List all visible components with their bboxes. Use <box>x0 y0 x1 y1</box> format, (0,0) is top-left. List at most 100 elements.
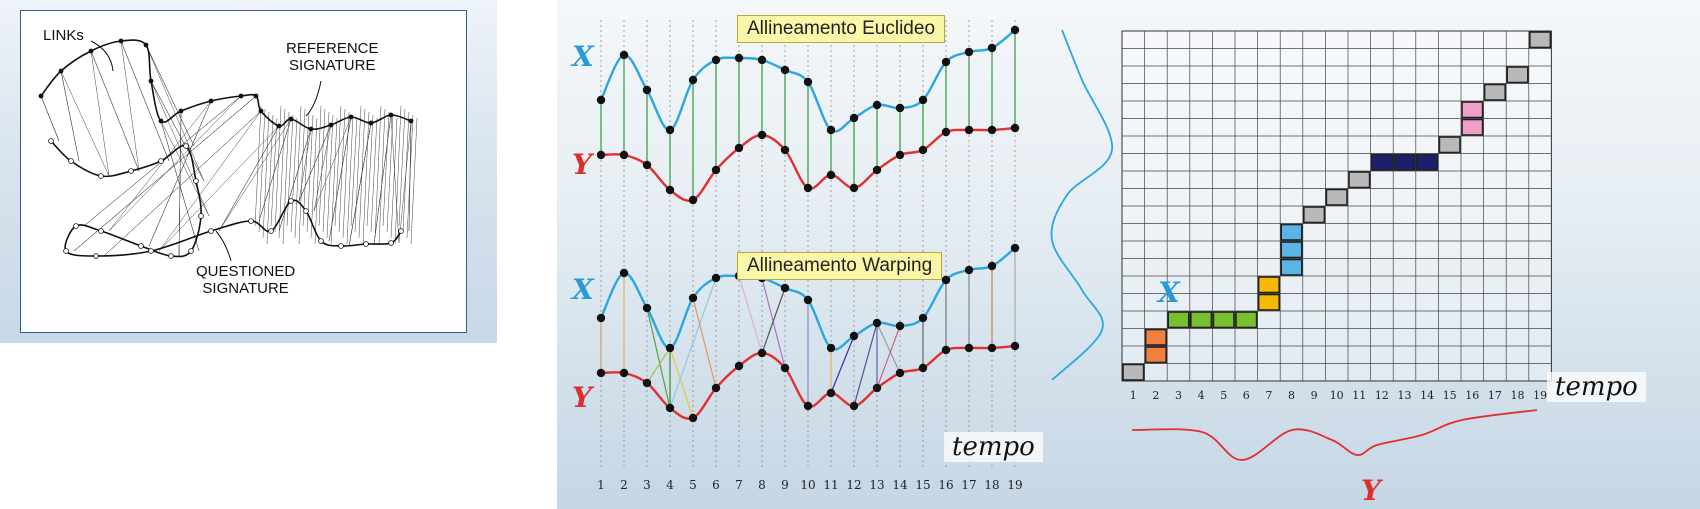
signature-link-r23 <box>342 111 350 239</box>
questioned-point-15 <box>93 253 99 259</box>
reference-line-1: REFERENCE <box>286 40 379 57</box>
euclidean-x-point-3 <box>642 85 652 95</box>
euclidean-x-point-13 <box>872 100 882 110</box>
euclidean-y-point-1 <box>596 150 606 160</box>
warping-tempo-label: tempo <box>944 432 1043 462</box>
signature-link-28 <box>108 95 242 232</box>
questioned-point-14 <box>63 248 69 254</box>
questioned-line-1: QUESTIONED <box>196 263 296 280</box>
euclidean-x-point-19 <box>1010 25 1020 35</box>
time-tick-6: 6 <box>712 478 720 492</box>
reference-line-2: SIGNATURE <box>289 57 376 74</box>
questioned-point-11 <box>138 243 144 249</box>
time-tick-8: 8 <box>758 478 766 492</box>
questioned-point-24 <box>363 241 369 247</box>
questioned-point-16 <box>148 248 154 254</box>
warping-x-point-16 <box>941 275 951 285</box>
euclidean-x-point-8 <box>757 55 767 65</box>
signature-link-r36 <box>394 105 402 245</box>
euclidean-y-point-11 <box>826 170 836 180</box>
reference-point-8 <box>178 108 184 114</box>
signature-drawing <box>38 38 418 262</box>
euclidean-x-point-6 <box>711 55 721 65</box>
warping-matrix: 1 2 3 4 5 6 7 8 9 10 11 12 13 14 15 16 17 18 19 <box>1050 29 1552 461</box>
path-cell-2 <box>1144 346 1167 364</box>
euclidean-y-label: Y <box>572 148 592 181</box>
reference-point-4 <box>118 38 124 44</box>
path-cell-19 <box>1438 136 1461 154</box>
signature-link-40 <box>218 118 292 232</box>
warping-x-point-10 <box>803 295 813 305</box>
reference-point-13 <box>276 123 282 129</box>
path-cell-24 <box>1528 31 1552 49</box>
time-tick-7: 7 <box>735 478 743 492</box>
signature-link-r4 <box>266 114 274 245</box>
grid-col-tick-1: 1 <box>1130 389 1137 402</box>
euclidean-x-point-14 <box>895 103 905 113</box>
warping-y-point-15 <box>918 363 928 373</box>
warping-x-point-14 <box>895 321 905 331</box>
time-series-panels: 1 2 3 4 5 6 7 8 9 10 11 12 13 14 15 16 17 18 19 <box>596 20 1023 492</box>
euclidean-y-point-19 <box>1010 123 1020 133</box>
warping-y-point-9 <box>780 363 790 373</box>
reference-point-10 <box>238 93 244 99</box>
euclidean-y-point-5 <box>688 195 698 205</box>
links-label: LINKs <box>43 27 84 44</box>
warping-y-point-17 <box>964 343 974 353</box>
euclidean-y-point-15 <box>918 145 928 155</box>
grid-tempo-label: tempo <box>1547 372 1646 402</box>
questioned-point-12 <box>98 228 104 234</box>
grid-col-tick-15: 15 <box>1443 389 1457 402</box>
signature-link-r26 <box>354 105 362 233</box>
questioned-point-10 <box>168 253 174 259</box>
warping-y-point-18 <box>987 343 997 353</box>
warping-x-point-3 <box>642 303 652 313</box>
signature-link-17 <box>150 80 205 182</box>
grid-y-label: Y <box>1361 474 1381 507</box>
grid-col-tick-5: 5 <box>1220 389 1227 402</box>
warping-link-10 <box>761 287 786 354</box>
signature-link-19 <box>160 120 210 217</box>
time-tick-11: 11 <box>823 478 838 492</box>
warping-x-point-15 <box>918 313 928 323</box>
reference-point-15 <box>308 126 314 132</box>
questioned-point-23 <box>338 243 344 249</box>
reference-point-6 <box>148 78 154 84</box>
reference-point-19 <box>388 112 394 118</box>
reference-point-1 <box>38 93 44 99</box>
questioned-point-9 <box>188 248 194 254</box>
euclidean-x-point-5 <box>688 75 698 85</box>
signature-link-48 <box>313 124 332 212</box>
signature-link-35 <box>103 110 262 257</box>
signature-link-r38 <box>402 111 410 233</box>
warping-x-point-2 <box>619 268 629 278</box>
questioned-point-4 <box>128 168 134 174</box>
signature-link-r34 <box>386 114 394 233</box>
path-cell-11 <box>1280 241 1303 259</box>
warping-y-point-12 <box>849 401 859 411</box>
path-cell-14 <box>1325 188 1348 206</box>
time-tick-5: 5 <box>689 478 697 492</box>
euclidean-x-point-16 <box>941 57 951 67</box>
path-cell-7 <box>1235 311 1258 329</box>
signature-link-r17 <box>318 108 326 227</box>
questioned-point-18 <box>248 218 254 224</box>
signature-link-r11 <box>294 105 302 239</box>
warping-x-label: X <box>572 273 594 306</box>
signature-link-r16 <box>314 105 322 245</box>
path-cell-13 <box>1303 206 1326 224</box>
signature-link-r27 <box>358 108 366 239</box>
reference-point-11 <box>253 93 259 99</box>
euclidean-y-point-14 <box>895 150 905 160</box>
grid-col-tick-16: 16 <box>1465 389 1479 402</box>
signature-link-33 <box>73 95 257 252</box>
reference-point-18 <box>368 120 374 126</box>
warping-link-8 <box>738 275 763 354</box>
reference-point-2 <box>58 68 64 74</box>
signature-link-r8 <box>282 111 290 245</box>
time-tick-1: 1 <box>597 478 605 492</box>
warping-y-label: Y <box>572 381 592 414</box>
signature-link-r22 <box>338 108 346 233</box>
time-tick-18: 18 <box>984 478 999 492</box>
grid-col-tick-7: 7 <box>1265 389 1272 402</box>
